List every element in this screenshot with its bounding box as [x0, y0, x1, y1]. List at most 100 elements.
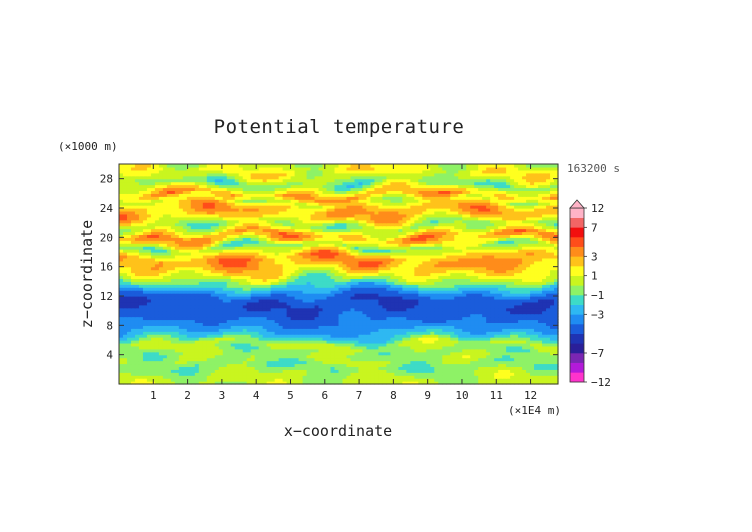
heatmap-cell — [354, 366, 360, 370]
heatmap-cell — [478, 304, 483, 309]
heatmap-cell — [178, 372, 184, 376]
heatmap-cell — [554, 284, 559, 288]
heatmap-cell — [182, 281, 188, 285]
heatmap-cell — [158, 257, 164, 262]
heatmap-cell — [502, 360, 507, 365]
heatmap-cell — [374, 319, 380, 323]
heatmap-cell — [538, 281, 543, 285]
heatmap-cell — [474, 272, 479, 277]
heatmap-cell — [262, 319, 268, 323]
heatmap-cell — [498, 287, 503, 291]
heatmap-cell — [182, 354, 188, 359]
heatmap-cell — [482, 301, 487, 306]
heatmap-cell — [406, 269, 411, 274]
heatmap-cell — [358, 307, 364, 312]
heatmap-cell — [234, 287, 240, 291]
heatmap-cell — [458, 369, 463, 373]
heatmap-cell — [470, 272, 475, 277]
heatmap-cell — [190, 257, 196, 262]
heatmap-cell — [506, 284, 511, 288]
heatmap-cell — [202, 296, 208, 300]
heatmap-cell — [438, 257, 443, 262]
heatmap-cell — [386, 290, 391, 294]
heatmap-cell — [406, 348, 411, 353]
heatmap-cell — [298, 310, 304, 315]
heatmap-cell — [422, 272, 427, 277]
heatmap-cell — [182, 313, 188, 318]
heatmap-cell — [526, 257, 531, 262]
heatmap-cell — [282, 293, 288, 297]
heatmap-cell — [222, 325, 228, 329]
heatmap-cell — [270, 304, 276, 309]
heatmap-cell — [122, 269, 128, 274]
heatmap-cell — [218, 254, 224, 259]
heatmap-cell — [446, 254, 451, 259]
heatmap-cell — [382, 319, 387, 323]
heatmap-cell — [382, 307, 387, 312]
heatmap-cell — [190, 316, 196, 321]
heatmap-cell — [230, 381, 236, 385]
heatmap-cell — [182, 301, 188, 306]
heatmap-cell — [454, 357, 459, 362]
heatmap-cell — [338, 348, 344, 353]
heatmap-cell — [138, 363, 144, 367]
heatmap-cell — [482, 319, 487, 323]
heatmap-cell — [326, 269, 332, 274]
heatmap-cell — [458, 366, 463, 370]
heatmap-cell — [194, 340, 200, 344]
heatmap-cell — [542, 269, 547, 274]
heatmap-cell — [402, 366, 407, 370]
heatmap-cell — [406, 342, 411, 347]
heatmap-cell — [386, 337, 391, 341]
heatmap-cell — [246, 298, 252, 303]
heatmap-cell — [186, 331, 192, 335]
heatmap-cell — [406, 313, 411, 318]
heatmap-cell — [230, 354, 236, 359]
heatmap-cell — [354, 304, 360, 309]
heatmap-cell — [442, 287, 447, 291]
heatmap-cell — [462, 290, 467, 294]
heatmap-cell — [514, 334, 519, 338]
heatmap-cell — [134, 263, 140, 268]
heatmap-cell — [198, 275, 204, 279]
heatmap-cell — [342, 319, 348, 323]
heatmap-cell — [150, 290, 156, 294]
heatmap-cell — [538, 260, 543, 265]
heatmap-cell — [138, 340, 144, 344]
heatmap-cell — [146, 281, 152, 285]
heatmap-cell — [406, 337, 411, 341]
heatmap-cell — [254, 263, 260, 268]
heatmap-cell — [254, 278, 260, 282]
heatmap-cell — [518, 337, 523, 341]
heatmap-cell — [502, 275, 507, 279]
heatmap-cell — [418, 366, 423, 370]
heatmap-cell — [154, 304, 160, 309]
heatmap-cell — [158, 298, 164, 303]
heatmap-cell — [454, 345, 459, 350]
heatmap-cell — [230, 275, 236, 279]
heatmap-cell — [266, 381, 272, 385]
heatmap-cell — [214, 257, 220, 262]
heatmap-cell — [534, 375, 539, 379]
heatmap-cell — [438, 325, 443, 329]
heatmap-cell — [386, 252, 391, 256]
heatmap-cell — [462, 354, 467, 359]
heatmap-cell — [422, 257, 427, 262]
heatmap-cell — [254, 313, 260, 318]
heatmap-cell — [162, 342, 168, 347]
heatmap-cell — [318, 266, 324, 271]
heatmap-cell — [486, 354, 491, 359]
heatmap-cell — [462, 260, 467, 265]
heatmap-cell — [190, 260, 196, 265]
heatmap-cell — [206, 342, 212, 347]
heatmap-cell — [342, 287, 348, 291]
heatmap-cell — [334, 310, 340, 315]
heatmap-cell — [138, 328, 144, 332]
heatmap-cell — [358, 284, 364, 288]
heatmap-cell — [182, 369, 188, 373]
heatmap-cell — [422, 275, 427, 279]
heatmap-cell — [358, 290, 364, 294]
heatmap-cell — [510, 360, 515, 365]
heatmap-cell — [302, 357, 308, 362]
heatmap-cell — [514, 337, 519, 341]
